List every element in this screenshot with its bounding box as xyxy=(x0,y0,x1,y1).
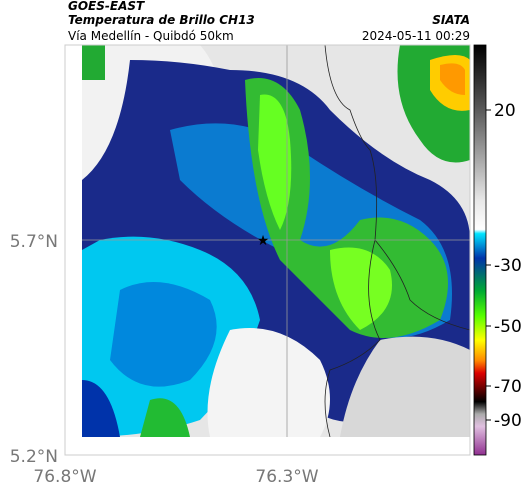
svg-text:★: ★ xyxy=(257,233,270,249)
lat-label: 5.7°N xyxy=(10,232,58,252)
brightness-field: ★ xyxy=(82,45,470,437)
colorbar-tick-label: -90 xyxy=(494,411,522,431)
colorbar-tick-label: -50 xyxy=(494,317,522,337)
map-frame xyxy=(64,44,471,456)
timestamp: 2024-05-11 00:29 xyxy=(362,29,470,43)
colorbar-tick-label: -70 xyxy=(494,377,522,397)
colorbar-tick-label: -30 xyxy=(494,256,522,276)
organization: SIATA xyxy=(432,13,470,27)
product: Temperatura de Brillo CH13 xyxy=(68,13,255,27)
lon-label: 76.8°W xyxy=(33,467,96,487)
source: GOES-EAST xyxy=(68,0,145,13)
colorbar-tick-label: 20 xyxy=(494,101,516,121)
lat-label: 5.2°N xyxy=(10,447,58,467)
colorbar xyxy=(473,44,487,456)
lon-label: 76.3°W xyxy=(255,467,318,487)
colorbar-ticks: 20 -30 -50 -70 -90 xyxy=(486,101,522,431)
location: Vía Medellín - Quibdó 50km xyxy=(68,29,234,43)
